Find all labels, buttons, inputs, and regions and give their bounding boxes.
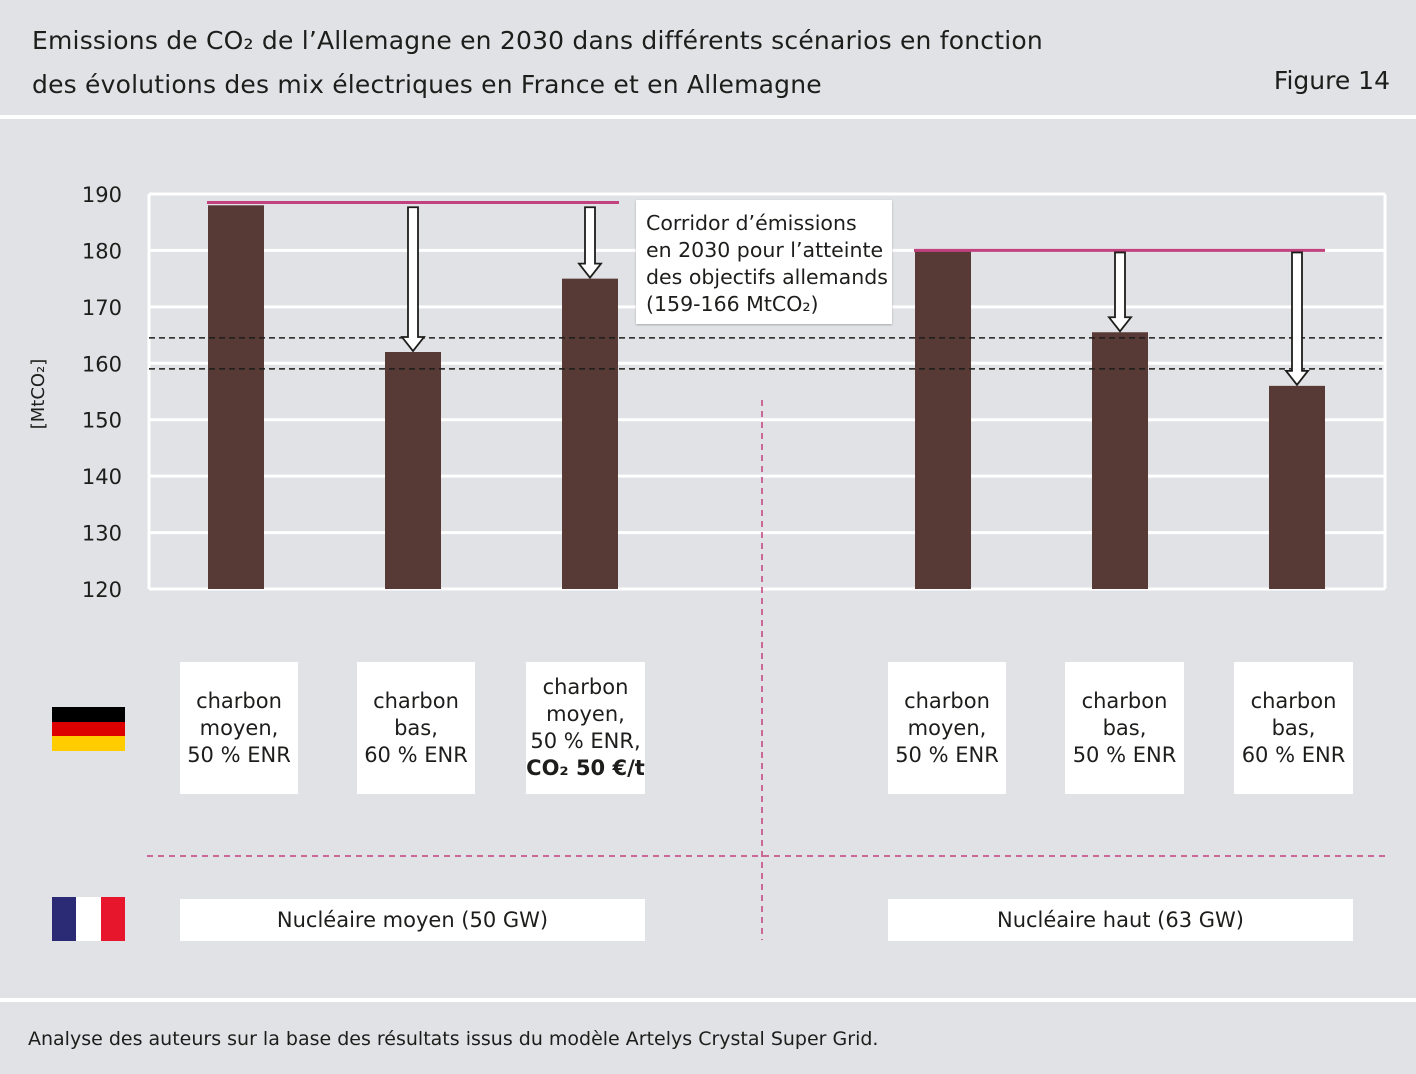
scenario-line: bas, — [1271, 715, 1316, 740]
scenario-box-de-5: charbon bas, 50 % ENR — [1065, 662, 1184, 794]
bar — [385, 352, 441, 589]
scenario-line: moyen, — [546, 702, 625, 726]
scenario-box-de-1: charbon moyen, 50 % ENR — [180, 662, 298, 794]
scenario-line: charbon — [196, 688, 282, 713]
reduction-arrows — [400, 206, 1310, 387]
chart-bars — [208, 205, 1325, 590]
germany-flag-icon — [52, 707, 125, 751]
y-tick-label: 140 — [82, 465, 122, 489]
scenario-co2-price: CO₂ 50 €/t — [526, 756, 645, 780]
y-tick-label: 130 — [82, 522, 122, 546]
france-flag-icon — [52, 897, 125, 941]
scenario-box-de-2: charbon bas, 60 % ENR — [357, 662, 475, 794]
y-tick-label: 190 — [82, 183, 122, 207]
source-note: Analyse des auteurs sur la base des résu… — [28, 1028, 879, 1050]
scenario-line: charbon — [1081, 688, 1168, 713]
scenario-line: charbon — [904, 688, 990, 713]
scenario-box-fr-2: Nucléaire haut (63 GW) — [888, 899, 1353, 941]
scenario-line: 60 % ENR — [364, 742, 468, 767]
reduction-arrow — [1284, 251, 1310, 387]
corridor-annotation: Corridor d’émissions en 2030 pour l’atte… — [636, 200, 892, 324]
scenario-line: bas, — [394, 715, 438, 740]
reference-lines — [207, 200, 1325, 252]
figure-label: Figure 14 — [1273, 66, 1390, 95]
emissions-corridor — [149, 337, 1382, 370]
bar — [1269, 385, 1325, 589]
scenario-box-de-4: charbon moyen, 50 % ENR — [888, 662, 1006, 794]
y-tick-label: 120 — [82, 578, 122, 602]
scenario-box-fr-1: Nucléaire moyen (50 GW) — [180, 899, 645, 941]
scenario-label: Nucléaire moyen (50 GW) — [276, 907, 549, 932]
scenario-line: moyen, — [199, 715, 279, 740]
scenario-label: Nucléaire haut (63 GW) — [996, 907, 1244, 932]
scenario-line: charbon — [1250, 688, 1337, 713]
bar — [562, 278, 618, 589]
annotation-line: (159-166 MtCO₂) — [646, 292, 819, 316]
chart-title-line-2: des évolutions des mix électriques en Fr… — [32, 70, 822, 99]
chart-title-line-1: Emissions de CO₂ de l’Allemagne en 2030 … — [32, 26, 1043, 55]
scenario-line: 60 % ENR — [1241, 742, 1346, 767]
y-tick-label: 150 — [82, 409, 122, 433]
reduction-arrow — [400, 206, 426, 353]
scenario-box-de-6: charbon bas, 60 % ENR — [1234, 662, 1353, 794]
scenario-line: charbon — [542, 675, 629, 699]
bar — [915, 250, 971, 589]
scenario-line: 50 % ENR — [895, 742, 999, 767]
footer-divider — [0, 998, 1416, 1002]
scenario-line: 50 % ENR, — [530, 729, 641, 753]
scenario-line: moyen, — [907, 715, 987, 740]
header-divider — [0, 115, 1416, 119]
y-axis-label: [MtCO₂] — [28, 359, 49, 430]
y-tick-label: 170 — [82, 296, 122, 320]
scenario-box-de-3: charbon moyen, 50 % ENR, CO₂ 50 €/t — [526, 662, 645, 794]
scenario-line: bas, — [1102, 715, 1147, 740]
annotation-line: en 2030 pour l’atteinte — [646, 238, 884, 262]
scenario-line: 50 % ENR — [1072, 742, 1177, 767]
y-tick-label: 160 — [82, 352, 122, 376]
bar — [208, 205, 264, 590]
bar — [1092, 332, 1148, 589]
reduction-arrow — [1107, 251, 1133, 333]
annotation-line: des objectifs allemands — [646, 265, 888, 289]
scenario-line: charbon — [373, 688, 459, 713]
y-axis-ticks: 120 130 140 150 160 170 180 190 — [82, 183, 122, 602]
y-tick-label: 180 — [82, 239, 122, 263]
scenario-line: 50 % ENR — [187, 742, 291, 767]
annotation-line: Corridor d’émissions — [646, 211, 857, 235]
reduction-arrow — [577, 206, 603, 280]
